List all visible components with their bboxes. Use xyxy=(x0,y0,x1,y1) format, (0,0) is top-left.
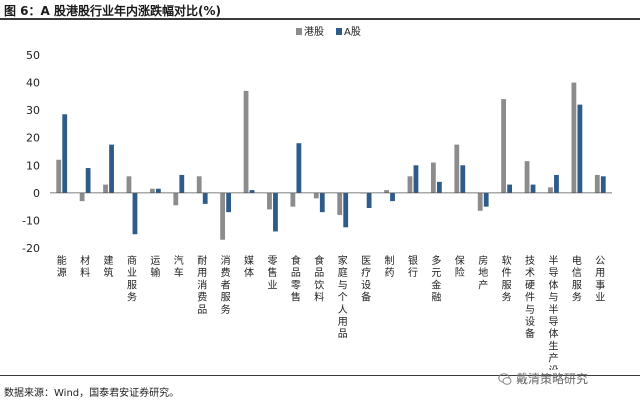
bar-hk-9 xyxy=(267,192,272,210)
x-tick-label: 建筑 xyxy=(104,254,114,279)
bar-hk-15 xyxy=(407,176,413,193)
bar-a-18 xyxy=(483,192,489,207)
bar-a-22 xyxy=(577,104,583,193)
x-tick-label: 保险 xyxy=(455,254,465,279)
x-tick-label: 零售业 xyxy=(267,255,277,291)
bar-hk-17 xyxy=(454,144,460,193)
bar-hk-10 xyxy=(290,192,296,207)
bar-hk-12 xyxy=(337,192,343,215)
x-tick-label: 食品零售 xyxy=(291,254,301,304)
bar-hk-20 xyxy=(524,161,530,193)
bar-a-10 xyxy=(296,143,302,193)
bar-hk-7 xyxy=(220,192,226,240)
x-tick-label: 汽车 xyxy=(174,254,184,279)
legend-label-0: 港股 xyxy=(304,26,324,38)
bar-a-3 xyxy=(132,192,138,235)
legend-swatch-0 xyxy=(296,28,302,35)
bar-a-5 xyxy=(179,174,185,193)
bar-a-0 xyxy=(62,114,68,193)
bottom-rule xyxy=(0,375,640,376)
top-rule xyxy=(0,18,640,20)
bar-a-17 xyxy=(460,165,466,193)
bar-hk-19 xyxy=(501,99,507,193)
bar-a-6 xyxy=(202,192,208,204)
bar-hk-22 xyxy=(571,82,577,193)
bar-hk-14 xyxy=(384,190,389,193)
x-tick-label: 银行 xyxy=(408,254,418,279)
bar-a-2 xyxy=(109,144,114,193)
bar-a-9 xyxy=(273,192,278,232)
x-tick-label: 制药 xyxy=(385,254,395,279)
x-tick-label: 商业服务 xyxy=(127,254,137,304)
bar-hk-21 xyxy=(548,187,553,193)
legend: 港股 A股 xyxy=(296,26,361,38)
bar-a-11 xyxy=(319,192,325,213)
bar-hk-3 xyxy=(126,176,132,193)
x-tick-label: 半导体与半导体生产设备 xyxy=(548,254,558,370)
legend-swatch-1 xyxy=(336,28,342,35)
bar-hk-4 xyxy=(149,188,155,193)
bar-hk-23 xyxy=(594,174,600,193)
bar-a-1 xyxy=(85,168,91,193)
bar-hk-11 xyxy=(313,192,319,199)
bar-hk-16 xyxy=(430,162,436,193)
bar-a-19 xyxy=(507,184,513,193)
bar-a-20 xyxy=(530,184,536,193)
y-tick-label: 0 xyxy=(33,187,40,200)
x-tick-label: 技术硬件与设备 xyxy=(525,254,535,340)
watermark: 戴清策略研究 xyxy=(498,370,588,387)
chart-title: 图 6：A 股港股行业年内涨跌幅对比(%) xyxy=(4,4,221,18)
bar-hk-5 xyxy=(173,192,179,206)
x-tick-label: 软件服务 xyxy=(502,254,512,304)
y-tick-label: 30 xyxy=(26,104,40,117)
bar-a-12 xyxy=(343,192,349,228)
x-tick-label: 媒体 xyxy=(244,255,254,279)
bar-a-7 xyxy=(226,192,232,213)
x-tick-label: 运输 xyxy=(150,255,160,279)
wechat-icon xyxy=(498,372,512,385)
y-tick-label: 50 xyxy=(26,49,40,62)
legend-label-1: A股 xyxy=(344,26,361,38)
x-tick-label: 电信服务 xyxy=(572,254,582,304)
watermark-text: 戴清策略研究 xyxy=(516,372,589,386)
bar-hk-2 xyxy=(103,184,108,193)
bars xyxy=(56,82,606,240)
bar-a-16 xyxy=(436,181,442,193)
bar-a-13 xyxy=(366,192,372,209)
x-tick-label: 材料 xyxy=(80,254,90,279)
x-tick-label: 家庭与个人用品 xyxy=(338,254,348,340)
y-tick-label: 10 xyxy=(26,159,40,172)
x-tick-label: 耐用消费品 xyxy=(197,254,207,316)
y-tick-label: 40 xyxy=(26,77,40,90)
bar-a-23 xyxy=(600,176,606,193)
bar-a-8 xyxy=(249,190,255,193)
bar-hk-8 xyxy=(243,90,249,193)
bar-hk-6 xyxy=(196,176,202,193)
bar-hk-1 xyxy=(79,192,85,202)
source-note: 数据来源：Wind，国泰君安证券研究。 xyxy=(4,388,180,399)
x-tick-label: 医疗设备 xyxy=(361,255,371,304)
y-tick-label: 20 xyxy=(26,132,40,145)
x-tick-label: 多元金融 xyxy=(431,254,441,304)
x-tick-label: 食品饮料 xyxy=(314,254,324,304)
bar-hk-18 xyxy=(477,192,483,211)
y-tick-label: -10 xyxy=(22,214,40,227)
bar-a-21 xyxy=(554,174,559,193)
bar-a-14 xyxy=(390,192,395,202)
bar-a-4 xyxy=(155,188,161,193)
x-tick-label: 房地产 xyxy=(478,254,488,291)
y-tick-label: -20 xyxy=(22,242,40,255)
bar-hk-0 xyxy=(56,159,62,193)
x-tick-label: 消费者服务 xyxy=(221,254,231,316)
x-tick-label: 能源 xyxy=(57,254,67,279)
x-tick-label: 公用事业 xyxy=(595,256,605,304)
bar-a-15 xyxy=(413,165,419,193)
y-axis: -20 -10 0 10 20 30 40 50 xyxy=(22,49,40,255)
